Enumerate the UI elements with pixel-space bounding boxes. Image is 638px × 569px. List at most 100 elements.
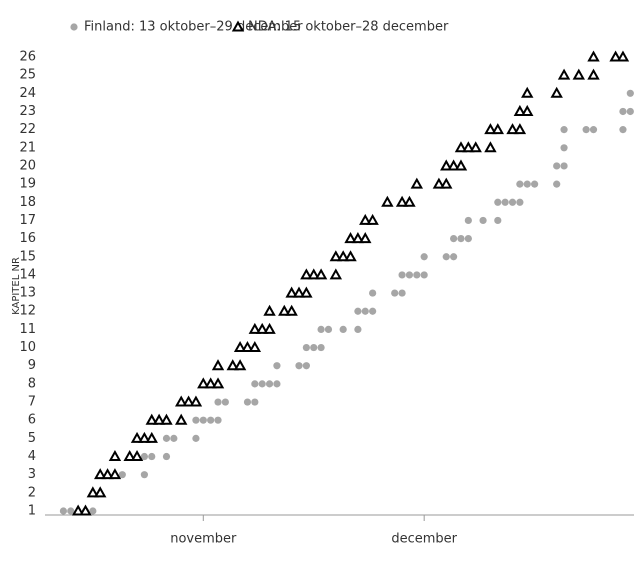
- point: [302, 343, 310, 352]
- point: [278, 304, 291, 316]
- point: [130, 431, 144, 443]
- point: [189, 395, 203, 407]
- point: [160, 413, 173, 425]
- point: [413, 271, 421, 279]
- y-tick-label: 3: [28, 467, 36, 482]
- point: [450, 234, 458, 243]
- y-tick-label: 24: [19, 86, 36, 101]
- point: [211, 359, 225, 371]
- point: [273, 362, 281, 370]
- point: [403, 195, 416, 207]
- point: [329, 250, 343, 262]
- point: [251, 398, 259, 406]
- point: [89, 507, 97, 515]
- point: [454, 141, 468, 153]
- point: [354, 325, 362, 333]
- point: [197, 377, 210, 389]
- point: [241, 341, 254, 353]
- point: [491, 123, 505, 135]
- point: [192, 434, 200, 442]
- point: [582, 126, 590, 134]
- point: [108, 449, 122, 462]
- point: [243, 398, 252, 406]
- point: [233, 341, 247, 353]
- y-tick-label: 11: [19, 322, 36, 337]
- point: [300, 268, 313, 280]
- point: [174, 395, 188, 407]
- point: [148, 452, 156, 461]
- point: [310, 343, 318, 352]
- point: [553, 162, 561, 170]
- point: [560, 144, 568, 152]
- point: [67, 507, 75, 515]
- y-tick-label: 26: [19, 49, 36, 64]
- point: [214, 398, 222, 406]
- point: [317, 343, 325, 352]
- legend-marker: [231, 20, 245, 32]
- point: [344, 232, 357, 244]
- point: [366, 213, 379, 225]
- point: [391, 289, 399, 297]
- point: [211, 377, 225, 389]
- point: [251, 380, 259, 388]
- point: [258, 380, 266, 388]
- point: [619, 126, 627, 134]
- point: [513, 104, 527, 116]
- point: [140, 471, 148, 479]
- y-tick-label: 9: [28, 358, 36, 373]
- y-tick-label: 10: [19, 340, 36, 355]
- point: [317, 325, 325, 333]
- point: [506, 123, 519, 135]
- x-tick-label: november: [170, 532, 237, 547]
- point: [619, 107, 627, 116]
- point: [300, 286, 313, 298]
- y-tick-label: 12: [19, 304, 36, 319]
- y-tick-label: 19: [19, 177, 36, 192]
- point: [369, 307, 377, 315]
- point: [454, 159, 468, 171]
- point: [553, 180, 561, 188]
- point: [469, 141, 482, 153]
- point: [123, 449, 136, 462]
- point: [523, 180, 531, 188]
- point: [484, 141, 497, 153]
- point: [626, 107, 634, 116]
- point: [314, 268, 328, 280]
- point: [273, 380, 281, 388]
- y-tick-label: 21: [19, 140, 36, 155]
- point: [263, 322, 276, 334]
- point: [162, 452, 171, 461]
- point: [508, 198, 517, 206]
- point: [138, 431, 151, 443]
- point: [204, 377, 217, 389]
- point: [398, 271, 406, 279]
- point: [265, 380, 274, 388]
- y-axis-label: KAPITEL NR: [11, 257, 22, 315]
- y-tick-label: 22: [19, 122, 36, 137]
- point: [560, 126, 568, 134]
- y-tick-label: 15: [19, 249, 36, 264]
- point: [108, 468, 122, 480]
- point: [609, 50, 622, 62]
- point: [118, 471, 126, 479]
- point: [457, 234, 465, 243]
- point: [501, 198, 509, 206]
- point: [513, 123, 527, 135]
- point: [521, 104, 534, 116]
- y-tick-label: 13: [19, 286, 36, 301]
- point: [516, 198, 524, 206]
- point: [589, 126, 598, 134]
- point: [140, 452, 148, 461]
- point: [207, 416, 215, 424]
- point: [233, 359, 247, 371]
- legend-marker: [70, 23, 78, 31]
- point: [295, 362, 303, 370]
- point: [462, 141, 475, 153]
- point: [59, 507, 68, 515]
- point: [398, 289, 406, 297]
- y-tick-label: 5: [28, 431, 36, 446]
- y-tick-label: 6: [28, 413, 36, 428]
- point: [307, 268, 320, 280]
- point: [94, 486, 107, 498]
